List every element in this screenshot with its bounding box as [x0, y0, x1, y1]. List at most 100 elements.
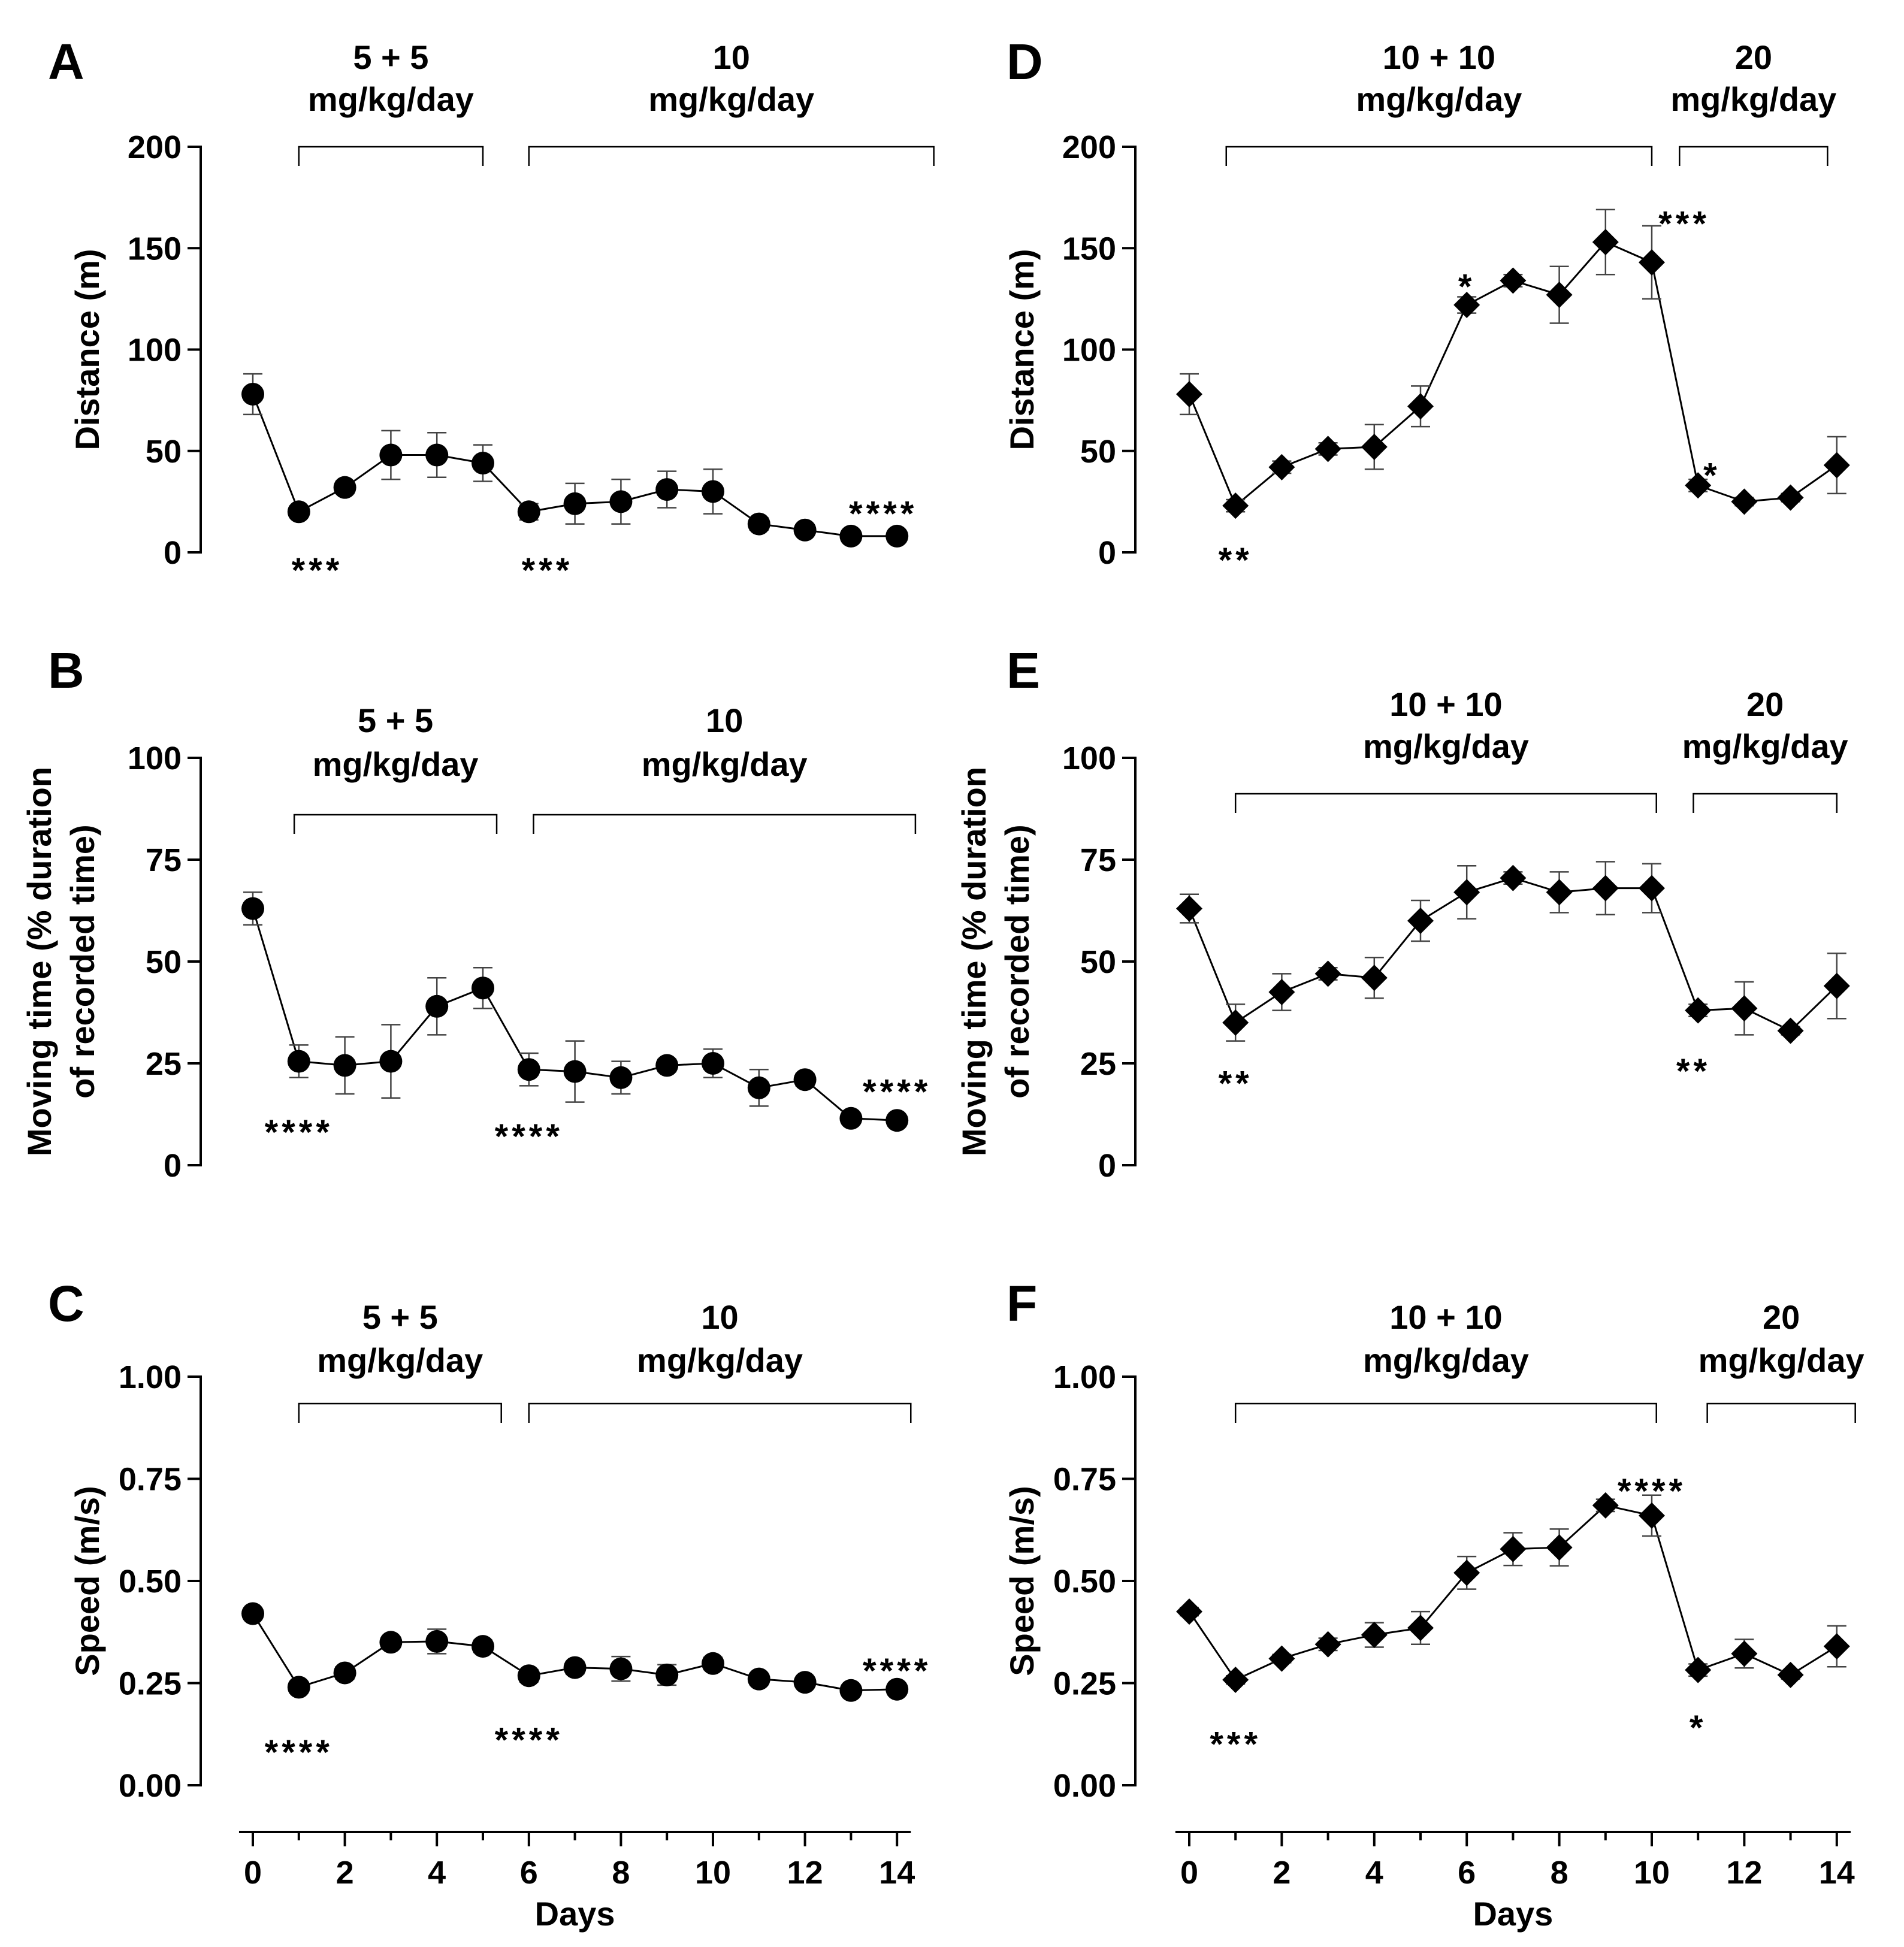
dose-label-line: mg/kg/day [1699, 1341, 1864, 1379]
y-tick-label: 75 [146, 842, 182, 878]
dose-label-line: mg/kg/day [1682, 727, 1848, 765]
dose-label-line: 10 [706, 702, 743, 739]
data-point [379, 1631, 403, 1654]
dose-bracket [293, 814, 498, 834]
significance-marker: **** [849, 495, 917, 534]
x-tick-label: 12 [1726, 1855, 1762, 1891]
panel-letter: B [48, 642, 84, 699]
data-point [1685, 997, 1712, 1024]
data-point [1639, 249, 1665, 276]
data-point [472, 1635, 494, 1658]
x-tick-label: 6 [1458, 1855, 1476, 1891]
data-point [1222, 1009, 1249, 1036]
dose-label-line: 10 [701, 1298, 738, 1336]
data-point [702, 1052, 724, 1075]
y-tick-label: 0 [1098, 1148, 1116, 1184]
data-point [333, 476, 356, 499]
dose-label-line: mg/kg/day [648, 80, 814, 118]
data-point [885, 524, 909, 548]
data-point [1361, 433, 1388, 460]
dose-bracket [1693, 793, 1838, 813]
data-point [1823, 1633, 1850, 1660]
dose-bracket [1234, 793, 1657, 813]
x-tick-label: 10 [695, 1855, 731, 1891]
y-axis-title-line: of recorded time) [64, 824, 101, 1098]
data-point [1777, 484, 1804, 511]
data-point [1685, 1656, 1712, 1683]
data-point [333, 1661, 356, 1685]
x-tick-label: 0 [244, 1855, 262, 1891]
data-point [425, 443, 449, 467]
y-tick-label: 0.50 [1053, 1564, 1116, 1600]
dose-label-line: 10 [713, 38, 750, 76]
data-point [839, 1679, 863, 1702]
data-point [1731, 488, 1758, 515]
significance-marker: **** [863, 1652, 931, 1691]
y-tick-label: 25 [146, 1046, 182, 1082]
y-tick-label: 200 [128, 129, 182, 165]
data-point [839, 524, 863, 548]
data-point [1500, 864, 1527, 891]
data-point [747, 1667, 770, 1691]
data-point [1268, 1645, 1295, 1672]
x-tick-label: 14 [879, 1855, 915, 1891]
data-point [287, 1050, 310, 1073]
y-tick-label: 25 [1080, 1046, 1116, 1082]
data-point [563, 1656, 587, 1679]
dose-bracket [1234, 1402, 1657, 1423]
y-tick-label: 0.00 [119, 1768, 182, 1804]
panel-e: E 0 25 50 75 100 Moving time (% duration of rec… [955, 642, 1850, 1184]
dose-label-line: 5 + 5 [362, 1298, 438, 1336]
data-point [517, 1664, 540, 1688]
y-tick-label: 200 [1062, 129, 1116, 165]
data-point [702, 1652, 724, 1675]
data-point [1453, 879, 1480, 906]
y-tick-label: 150 [1062, 231, 1116, 267]
x-axis-title: Days [1473, 1895, 1553, 1933]
y-tick-label: 0.25 [1053, 1666, 1116, 1702]
data-point [1592, 1492, 1619, 1519]
dose-label-line: 5 + 5 [358, 702, 433, 739]
panel-letter: F [1007, 1275, 1037, 1332]
data-point [839, 1106, 863, 1130]
panel-letter: D [1007, 34, 1043, 90]
data-point [1361, 965, 1388, 991]
y-tick-label: 1.00 [1053, 1359, 1116, 1395]
dose-label-line: mg/kg/day [642, 745, 808, 783]
significance-marker: **** [495, 1117, 563, 1156]
dose-label-line: 10 + 10 [1389, 685, 1502, 723]
dose-label-line: mg/kg/day [1356, 80, 1522, 118]
y-tick-label: 0.25 [119, 1666, 182, 1702]
y-axis-title-line: of recorded time) [998, 824, 1036, 1098]
data-point [655, 1054, 679, 1077]
data-point [609, 490, 633, 513]
y-tick-label: 0.50 [119, 1564, 182, 1600]
data-point [1222, 1667, 1249, 1694]
data-point [287, 1676, 310, 1699]
data-point [609, 1657, 633, 1680]
data-point [1500, 1535, 1527, 1562]
data-point [1314, 436, 1341, 462]
dose-bracket [1706, 1402, 1856, 1423]
y-tick-label: 1.00 [119, 1359, 182, 1395]
x-tick-label: 6 [520, 1855, 538, 1891]
data-point [1777, 1661, 1804, 1688]
y-tick-label: 50 [1080, 434, 1116, 470]
y-axis-title-line: Distance (m) [1003, 249, 1041, 450]
data-point [1453, 1559, 1480, 1586]
y-axis-title-line: Speed (m/s) [68, 1486, 106, 1676]
data-point [241, 897, 264, 920]
data-point [1685, 472, 1712, 499]
significance-marker: *** [292, 551, 343, 590]
dose-label-line: mg/kg/day [1363, 727, 1529, 765]
y-tick-label: 0 [164, 1148, 182, 1184]
significance-marker: **** [1618, 1472, 1686, 1511]
x-tick-label: 10 [1634, 1855, 1670, 1891]
y-tick-label: 0 [1098, 535, 1116, 571]
data-point [425, 1629, 449, 1653]
y-tick-label: 100 [1062, 332, 1116, 368]
y-axis-title-line: Speed (m/s) [1003, 1486, 1041, 1676]
data-point [241, 382, 264, 406]
dose-bracket [1679, 146, 1829, 166]
dose-label-line: 10 + 10 [1389, 1298, 1502, 1336]
